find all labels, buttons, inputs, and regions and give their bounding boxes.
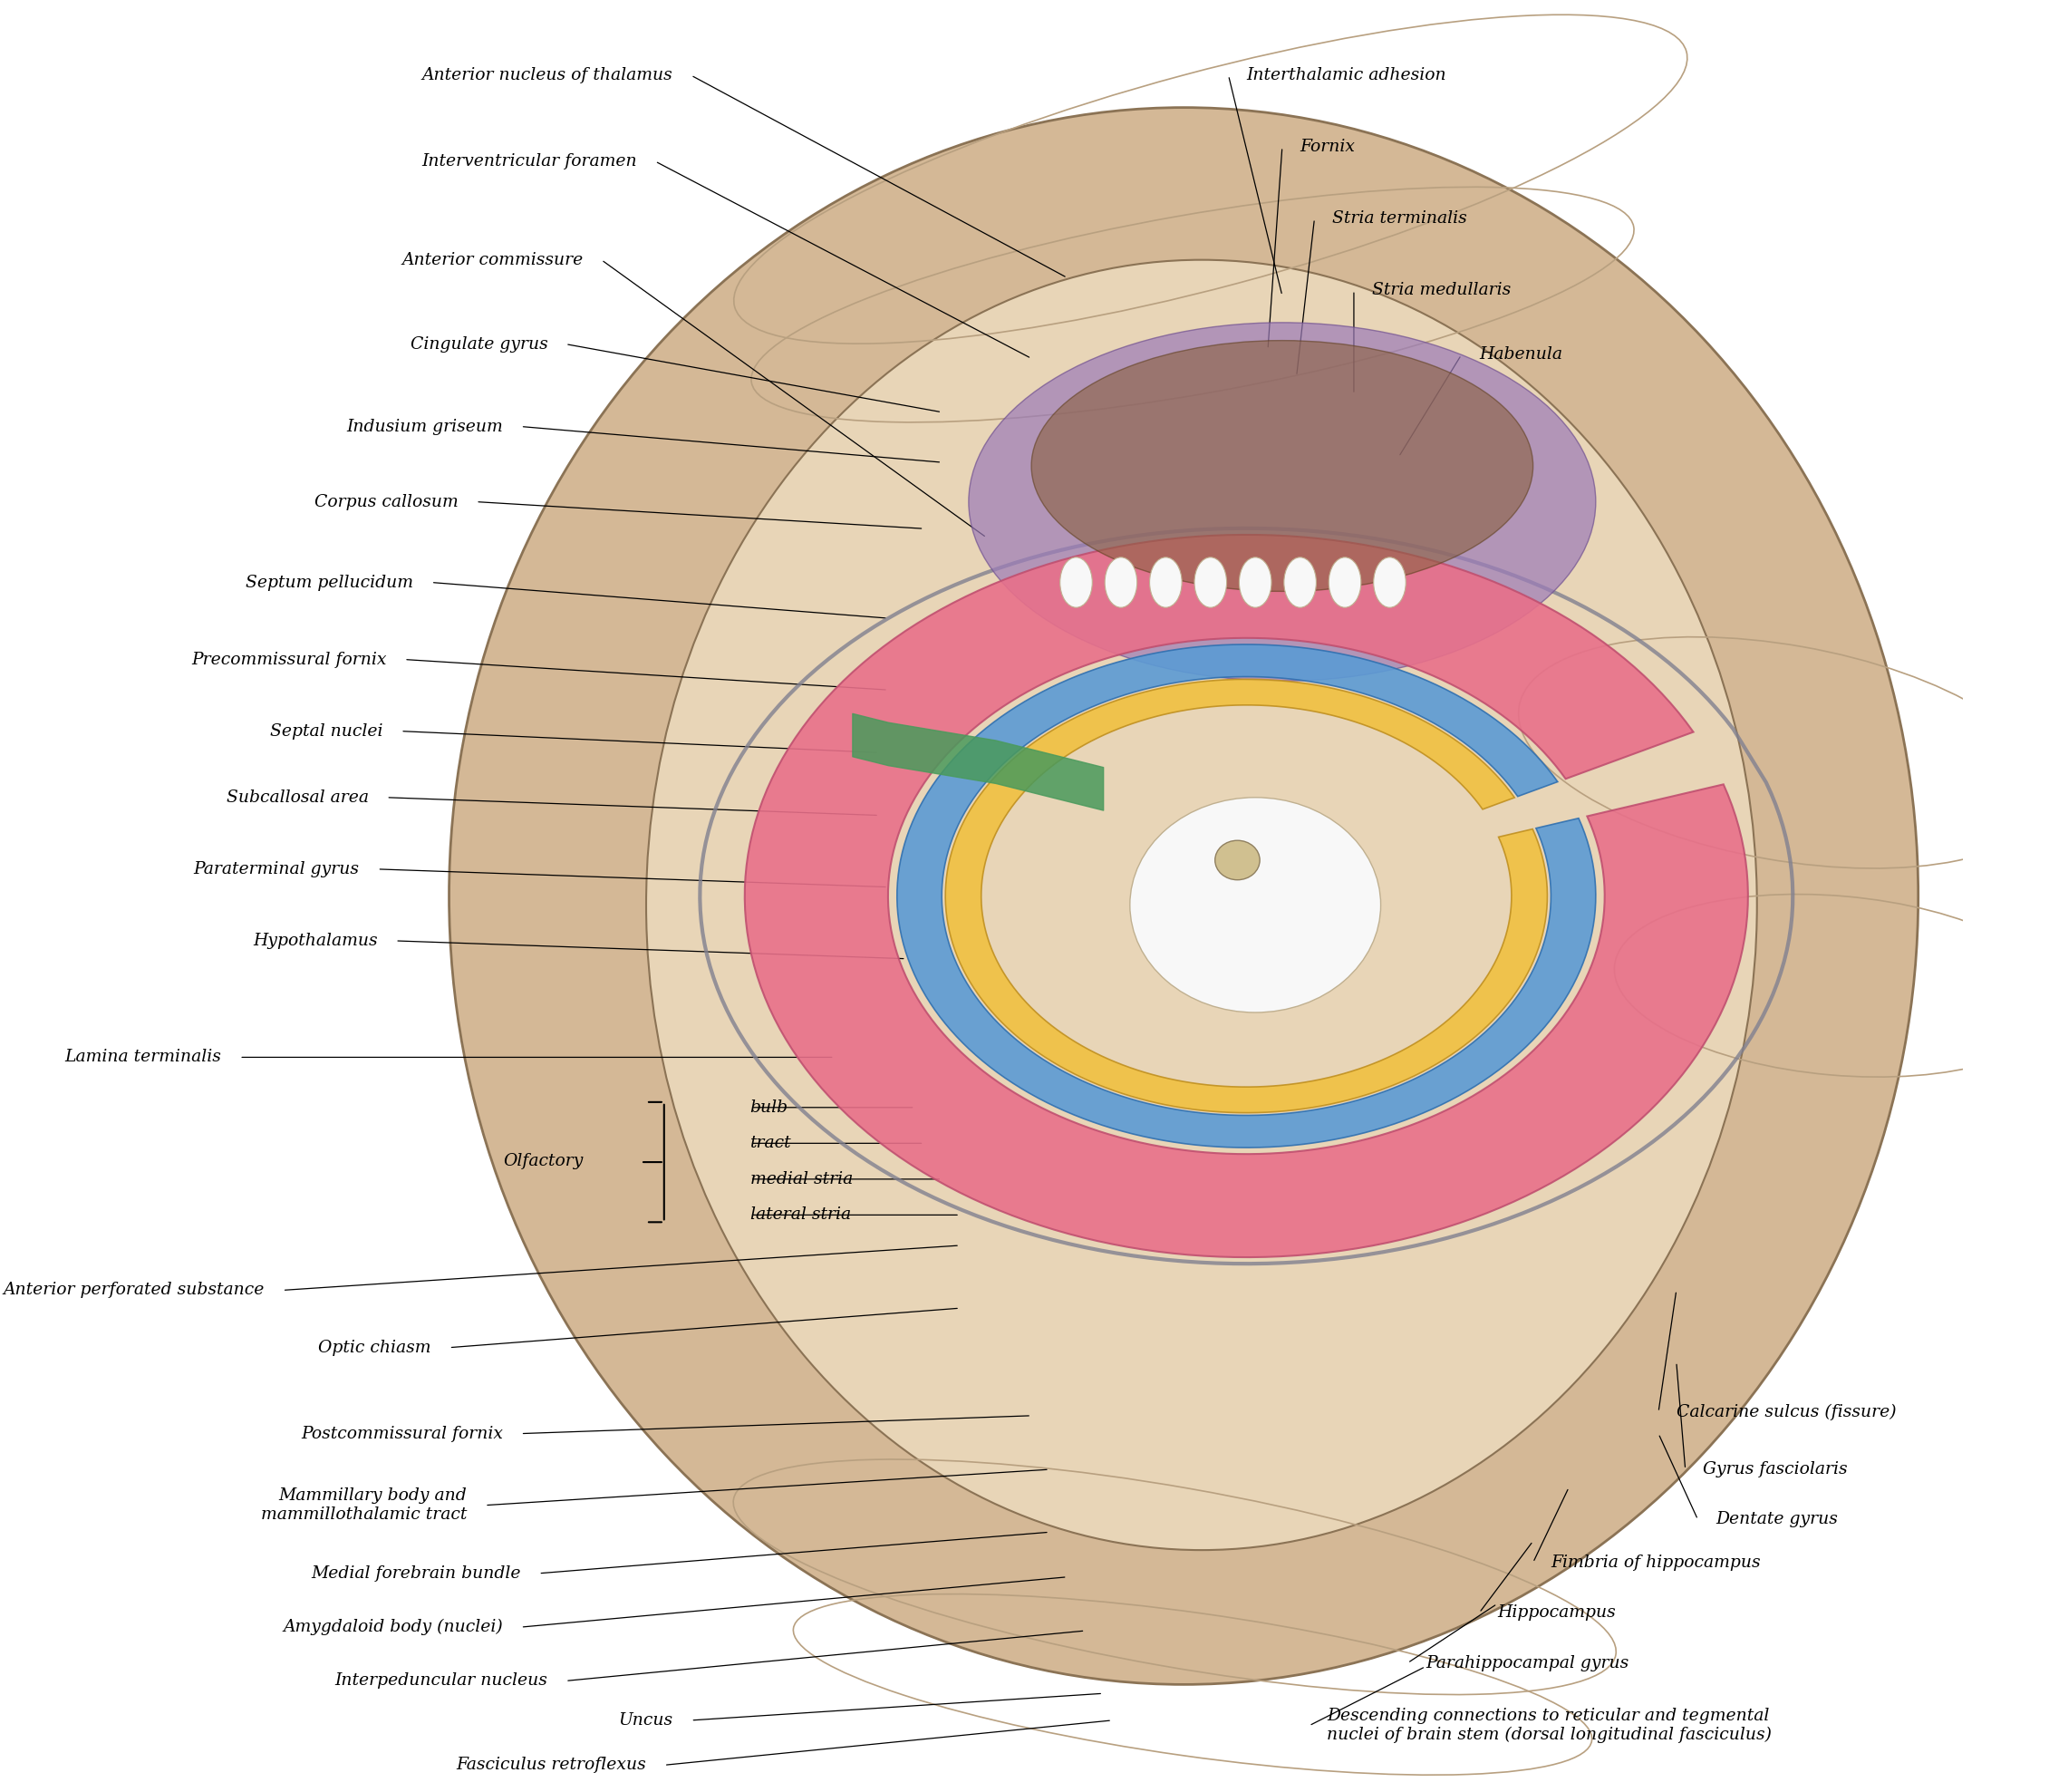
Text: bulb: bulb: [750, 1098, 789, 1116]
Ellipse shape: [1031, 340, 1533, 591]
Text: Parahippocampal gyrus: Parahippocampal gyrus: [1426, 1654, 1629, 1672]
Text: Uncus: Uncus: [619, 1711, 672, 1729]
Ellipse shape: [1149, 557, 1182, 607]
Text: Stria terminalis: Stria terminalis: [1332, 210, 1467, 228]
Text: Postcommissural fornix: Postcommissural fornix: [301, 1425, 502, 1443]
Ellipse shape: [1195, 557, 1227, 607]
Text: Gyrus fasciolaris: Gyrus fasciolaris: [1703, 1460, 1848, 1478]
Text: Corpus callosum: Corpus callosum: [313, 493, 459, 511]
Text: Septal nuclei: Septal nuclei: [270, 722, 383, 740]
Text: Cingulate gyrus: Cingulate gyrus: [410, 335, 547, 353]
Text: medial stria: medial stria: [750, 1170, 852, 1188]
Text: Fimbria of hippocampus: Fimbria of hippocampus: [1551, 1554, 1760, 1572]
Ellipse shape: [449, 108, 1918, 1684]
Text: Hippocampus: Hippocampus: [1498, 1604, 1617, 1622]
Text: Interpeduncular nucleus: Interpeduncular nucleus: [334, 1672, 547, 1690]
Text: Olfactory: Olfactory: [504, 1152, 584, 1170]
Text: Descending connections to reticular and tegmental
nuclei of brain stem (dorsal l: Descending connections to reticular and …: [1328, 1708, 1772, 1744]
Text: Calcarine sulcus (fissure): Calcarine sulcus (fissure): [1676, 1403, 1895, 1421]
Text: Hypothalamus: Hypothalamus: [252, 932, 377, 950]
Text: Paraterminal gyrus: Paraterminal gyrus: [195, 860, 359, 878]
Text: Interthalamic adhesion: Interthalamic adhesion: [1246, 66, 1447, 84]
Ellipse shape: [1373, 557, 1406, 607]
Ellipse shape: [645, 260, 1756, 1550]
Ellipse shape: [1240, 557, 1272, 607]
Text: Amygdaloid body (nuclei): Amygdaloid body (nuclei): [283, 1618, 502, 1636]
Text: Precommissural fornix: Precommissural fornix: [191, 650, 387, 668]
Text: Subcallosal area: Subcallosal area: [225, 788, 369, 806]
Ellipse shape: [1328, 557, 1361, 607]
Text: Fasciculus retroflexus: Fasciculus retroflexus: [457, 1756, 645, 1774]
Ellipse shape: [1129, 797, 1381, 1012]
Text: tract: tract: [750, 1134, 791, 1152]
Text: Fornix: Fornix: [1301, 138, 1354, 156]
Text: Indusium griseum: Indusium griseum: [346, 418, 502, 435]
Ellipse shape: [1059, 557, 1092, 607]
Ellipse shape: [969, 323, 1596, 681]
Text: Anterior commissure: Anterior commissure: [402, 251, 584, 269]
Text: Medial forebrain bundle: Medial forebrain bundle: [311, 1564, 520, 1582]
Ellipse shape: [1104, 557, 1137, 607]
Polygon shape: [945, 679, 1547, 1113]
Text: Septum pellucidum: Septum pellucidum: [246, 573, 414, 591]
Ellipse shape: [1285, 557, 1315, 607]
Ellipse shape: [1215, 840, 1260, 880]
Polygon shape: [897, 645, 1596, 1147]
Text: lateral stria: lateral stria: [750, 1206, 850, 1224]
Text: Interventricular foramen: Interventricular foramen: [422, 152, 637, 170]
Text: Dentate gyrus: Dentate gyrus: [1715, 1511, 1838, 1529]
Text: Anterior perforated substance: Anterior perforated substance: [4, 1281, 264, 1299]
Text: Lamina terminalis: Lamina terminalis: [66, 1048, 221, 1066]
Text: Stria medullaris: Stria medullaris: [1371, 281, 1510, 299]
Text: Optic chiasm: Optic chiasm: [318, 1339, 430, 1357]
Text: Habenula: Habenula: [1479, 346, 1563, 364]
Text: Anterior nucleus of thalamus: Anterior nucleus of thalamus: [422, 66, 672, 84]
Text: Mammillary body and
mammillothalamic tract: Mammillary body and mammillothalamic tra…: [260, 1487, 467, 1523]
Polygon shape: [744, 534, 1748, 1258]
